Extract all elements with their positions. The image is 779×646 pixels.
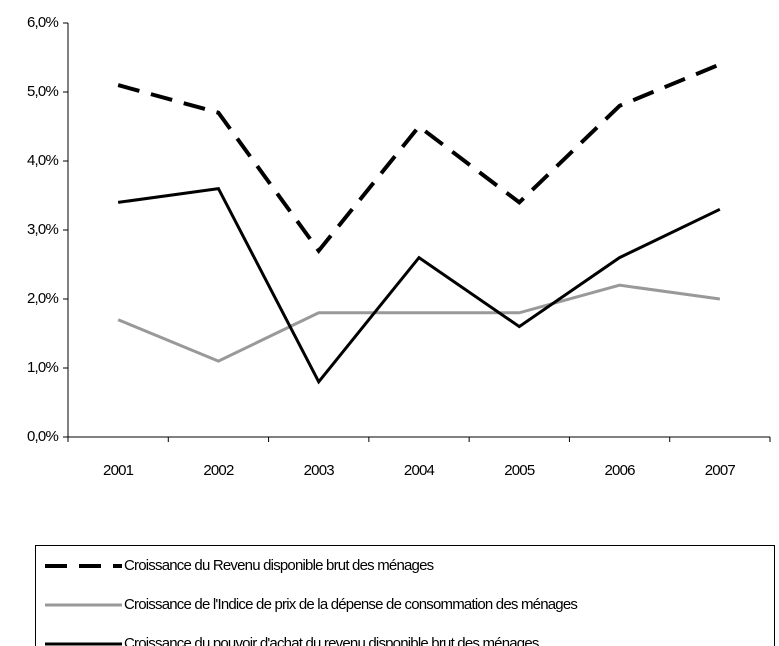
legend-label: Croissance du pouvoir d'achat du revenu … bbox=[124, 635, 539, 646]
x-tick-label: 2004 bbox=[404, 462, 435, 479]
y-tick-label: 4,0% bbox=[27, 152, 58, 169]
y-tick-label: 2,0% bbox=[27, 290, 58, 307]
x-tick-label: 2005 bbox=[504, 462, 535, 479]
line-series bbox=[117, 186, 721, 385]
x-tick-label: 2003 bbox=[304, 462, 335, 479]
y-tick-label: 5,0% bbox=[27, 83, 58, 100]
y-tick-label: 6,0% bbox=[27, 14, 58, 31]
line-series bbox=[117, 283, 721, 363]
x-tick-label: 2001 bbox=[103, 462, 134, 479]
x-tick-label: 2002 bbox=[203, 462, 234, 479]
legend-box bbox=[35, 545, 775, 646]
y-tick-label: 0,0% bbox=[27, 428, 58, 445]
x-tick-label: 2006 bbox=[604, 462, 635, 479]
y-tick-label: 3,0% bbox=[27, 221, 58, 238]
y-tick-label: 1,0% bbox=[27, 359, 58, 376]
x-tick-label: 2007 bbox=[705, 462, 736, 479]
legend-label: Croissance du Revenu disponible brut des… bbox=[124, 557, 434, 574]
line-series bbox=[117, 62, 721, 254]
legend-label: Croissance de l'Indice de prix de la dép… bbox=[124, 596, 577, 613]
